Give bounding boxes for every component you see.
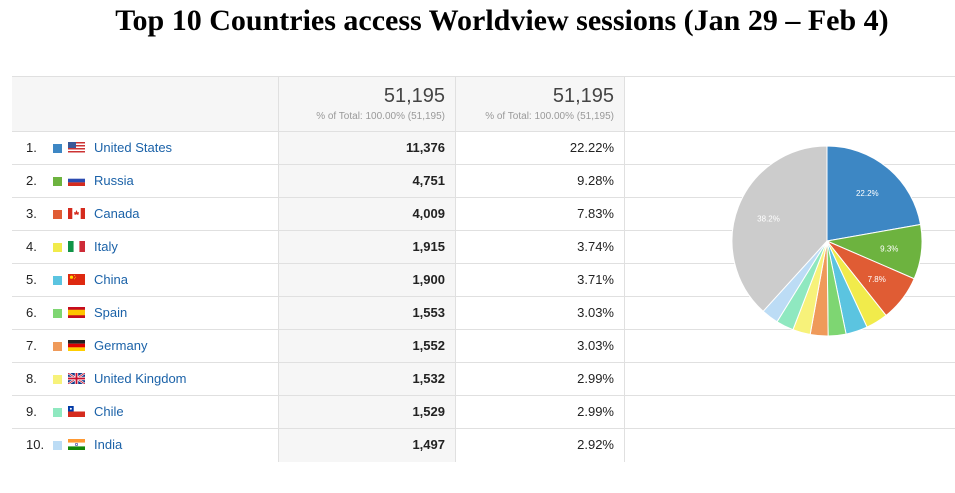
pie-chart: 22.2% 9.3% 7.8% 38.2% [731, 145, 923, 337]
legend-swatch [53, 144, 62, 153]
legend-swatch [53, 342, 62, 351]
table-row: 4. Italy 1,915 3.74% [12, 231, 955, 264]
percent-header[interactable]: 51,195 % of Total: 100.00% (51,195) [455, 77, 625, 131]
percent-value: 2.99% [455, 363, 625, 395]
percent-value: 3.74% [455, 231, 625, 263]
row-rank: 1. [26, 140, 37, 155]
row-rank: 5. [26, 272, 37, 287]
cn-flag-icon [68, 274, 85, 285]
in-flag-icon [68, 439, 85, 450]
es-flag-icon [68, 307, 85, 318]
table-row: 2. Russia 4,751 9.28% [12, 165, 955, 198]
country-link[interactable]: Russia [94, 173, 134, 188]
gb-flag-icon [68, 373, 85, 384]
table-row: 9. Chile 1,529 2.99% [12, 396, 955, 429]
row-rank: 3. [26, 206, 37, 221]
de-flag-icon [68, 340, 85, 351]
percent-total-sub: % of Total: 100.00% (51,195) [485, 111, 614, 122]
legend-swatch [53, 309, 62, 318]
pie-slice-label: 22.2% [856, 189, 879, 198]
sessions-value: 1,553 [278, 297, 455, 329]
legend-swatch [53, 243, 62, 252]
percent-value: 9.28% [455, 165, 625, 197]
us-flag-icon [68, 142, 85, 153]
percent-value: 22.22% [455, 132, 625, 164]
country-link[interactable]: Canada [94, 206, 140, 221]
percent-value: 3.71% [455, 264, 625, 296]
percent-value: 7.83% [455, 198, 625, 230]
ru-flag-icon [68, 175, 85, 186]
legend-swatch [53, 210, 62, 219]
row-rank: 7. [26, 338, 37, 353]
table-row: 1. United States 11,376 22.22% [12, 132, 955, 165]
legend-swatch [53, 441, 62, 450]
pie-slice[interactable] [826, 145, 922, 242]
row-rank: 8. [26, 371, 37, 386]
percent-value: 3.03% [455, 330, 625, 362]
country-link[interactable]: Italy [94, 239, 118, 254]
report-table: 51,195 % of Total: 100.00% (51,195) 51,1… [12, 76, 955, 462]
sessions-value: 1,529 [278, 396, 455, 428]
legend-swatch [53, 177, 62, 186]
sessions-value: 1,552 [278, 330, 455, 362]
sessions-total-sub: % of Total: 100.00% (51,195) [316, 111, 445, 122]
sessions-value: 4,751 [278, 165, 455, 197]
table-header: 51,195 % of Total: 100.00% (51,195) 51,1… [12, 76, 955, 132]
cl-flag-icon [68, 406, 85, 417]
legend-swatch [53, 276, 62, 285]
country-link[interactable]: China [94, 272, 128, 287]
percent-value: 2.92% [455, 429, 625, 462]
sessions-header[interactable]: 51,195 % of Total: 100.00% (51,195) [278, 77, 455, 131]
country-link[interactable]: Germany [94, 338, 148, 353]
sessions-value: 1,497 [278, 429, 455, 462]
legend-swatch [53, 408, 62, 417]
row-rank: 4. [26, 239, 37, 254]
country-link[interactable]: Spain [94, 305, 128, 320]
sessions-value: 11,376 [278, 132, 455, 164]
sessions-value: 4,009 [278, 198, 455, 230]
country-link[interactable]: India [94, 437, 123, 452]
percent-value: 3.03% [455, 297, 625, 329]
row-rank: 2. [26, 173, 37, 188]
pie-slice-label: 38.2% [757, 214, 780, 223]
row-rank: 6. [26, 305, 37, 320]
row-rank: 10. [26, 437, 45, 452]
page-title: Top 10 Countries access Worldview sessio… [115, 4, 889, 37]
sessions-total: 51,195 [383, 85, 445, 107]
percent-value: 2.99% [455, 396, 625, 428]
table-row: 6. Spain 1,553 3.03% [12, 297, 955, 330]
row-rank: 9. [26, 404, 37, 419]
legend-swatch [53, 375, 62, 384]
table-row: 8. United Kingdom 1,532 2.99% [12, 363, 955, 396]
table-row: 7. Germany 1,552 3.03% [12, 330, 955, 363]
table-row: 10. India 1,497 2.92% [12, 429, 955, 462]
pie-slice-label: 9.3% [880, 244, 898, 253]
table-row: 5. China 1,900 3.71% [12, 264, 955, 297]
ca-flag-icon [68, 208, 85, 219]
table-body: 1. United States 11,376 22.22% 2. Russia 4,751… [12, 132, 955, 462]
sessions-value: 1,900 [278, 264, 455, 296]
country-link[interactable]: Chile [94, 404, 124, 419]
sessions-value: 1,532 [278, 363, 455, 395]
country-link[interactable]: United States [94, 140, 173, 155]
pie-slice[interactable] [731, 145, 828, 313]
dimension-header [12, 77, 278, 131]
country-link[interactable]: United Kingdom [94, 371, 187, 386]
table-row: 3. Canada 4,009 7.83% [12, 198, 955, 231]
it-flag-icon [68, 241, 85, 252]
pie-slice-label: 7.8% [868, 275, 886, 284]
sessions-value: 1,915 [278, 231, 455, 263]
percent-total: 51,195 [552, 85, 614, 107]
